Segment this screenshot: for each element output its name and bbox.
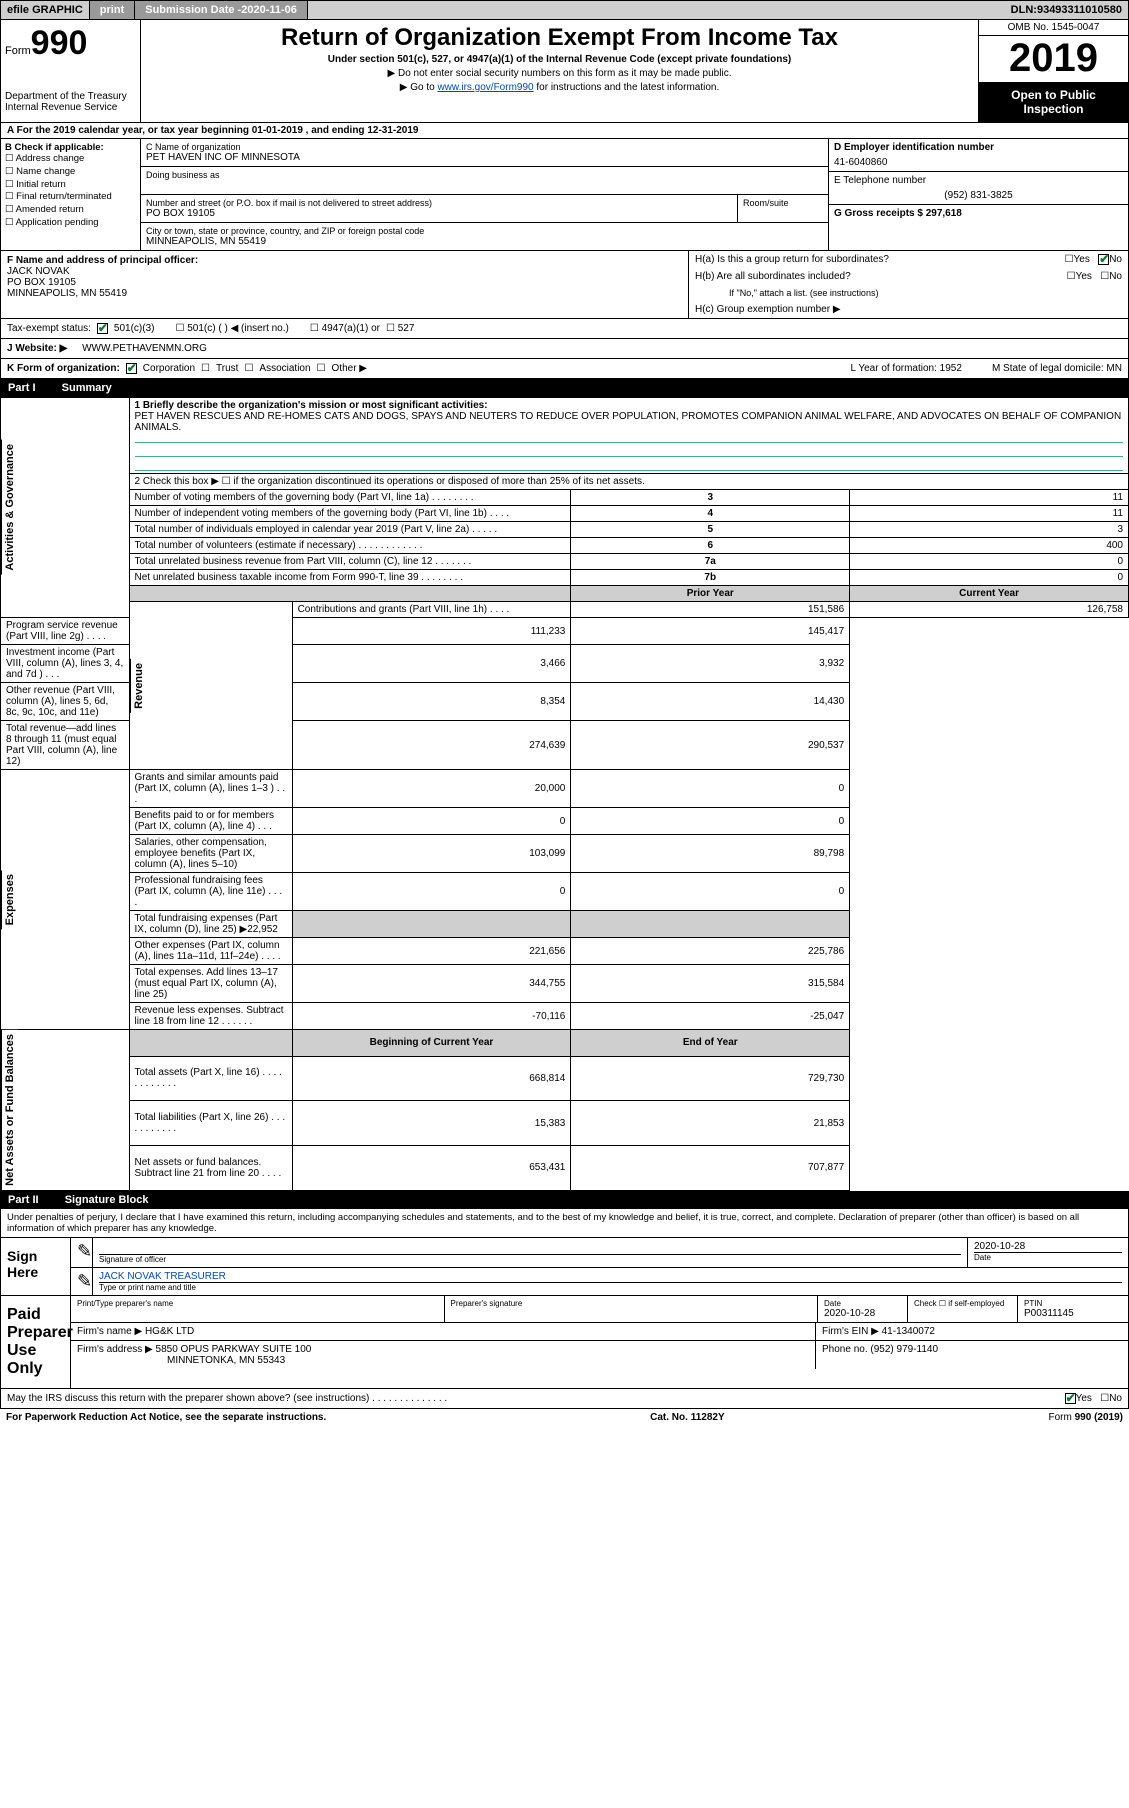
room-label: Room/suite	[743, 198, 823, 208]
website-row: J Website: ▶ WWW.PETHAVENMN.ORG	[0, 339, 1129, 359]
sign-here-label: Sign Here	[1, 1238, 71, 1295]
exp-row: Other expenses (Part IX, column (A), lin…	[1, 938, 1129, 965]
box-h: H(a) Is this a group return for subordin…	[688, 251, 1128, 318]
side-governance: Activities & Governance	[1, 440, 18, 575]
officer-block: F Name and address of principal officer:…	[0, 251, 1129, 319]
hb-no-check	[1098, 254, 1109, 265]
exp-row: Revenue less expenses. Subtract line 18 …	[1, 1003, 1129, 1030]
sign-here-block: Sign Here ✎ Signature of officer 2020-10…	[0, 1238, 1129, 1296]
omb-number: OMB No. 1545-0047	[979, 20, 1128, 36]
chk-initial-return[interactable]: ☐ Initial return	[5, 179, 136, 192]
part2-header: Part II Signature Block	[0, 1191, 1129, 1209]
dln-label: DLN: 93493311010580	[1005, 1, 1128, 19]
korg-row: K Form of organization: Corporation ☐ Tr…	[0, 359, 1129, 379]
paid-preparer-label: Paid Preparer Use Only	[1, 1296, 71, 1388]
dba-label: Doing business as	[146, 170, 823, 180]
website-value: WWW.PETHAVENMN.ORG	[82, 343, 207, 354]
box-b: B Check if applicable: ☐ Address change …	[1, 139, 141, 250]
box-c: C Name of organization PET HAVEN INC OF …	[141, 139, 828, 250]
dept-label: Department of the Treasury Internal Reve…	[5, 91, 136, 113]
note-ssn: ▶ Do not enter social security numbers o…	[149, 68, 970, 79]
efile-label: efile GRAPHIC	[1, 1, 90, 19]
part1-header: Part I Summary	[0, 379, 1129, 397]
chk-final-return[interactable]: ☐ Final return/terminated	[5, 191, 136, 204]
side-expenses: Expenses	[1, 870, 18, 929]
pen-icon: ✎	[71, 1238, 93, 1267]
header-right: OMB No. 1545-0047 2019 Open to Public In…	[978, 20, 1128, 122]
tax-status-row: Tax-exempt status: 501(c)(3) ☐ 501(c) ( …	[0, 319, 1129, 339]
year-formation: L Year of formation: 1952	[851, 363, 962, 374]
chk-amended[interactable]: ☐ Amended return	[5, 204, 136, 217]
gross-label: G Gross receipts $ 297,618	[834, 208, 962, 219]
side-netassets: Net Assets or Fund Balances	[1, 1030, 18, 1190]
gov-row: Total number of volunteers (estimate if …	[1, 538, 1129, 554]
page-footer: For Paperwork Reduction Act Notice, see …	[0, 1409, 1129, 1426]
ein-label: D Employer identification number	[834, 142, 994, 153]
tax-year: 2019	[979, 36, 1128, 82]
addr-label: Number and street (or P.O. box if mail i…	[146, 198, 732, 208]
form-subtitle: Under section 501(c), 527, or 4947(a)(1)…	[149, 54, 970, 65]
summary-table: Activities & Governance 1 Briefly descri…	[0, 397, 1129, 1191]
tax-period: A For the 2019 calendar year, or tax yea…	[0, 123, 1129, 139]
chk-name-change[interactable]: ☐ Name change	[5, 166, 136, 179]
phone-label: E Telephone number	[834, 175, 1123, 186]
net-row: Total liabilities (Part X, line 26) . . …	[1, 1101, 1129, 1146]
topbar: efile GRAPHIC print Submission Date - 20…	[0, 0, 1129, 20]
form-number: Form990	[5, 24, 136, 63]
org-name-label: C Name of organization	[146, 142, 823, 152]
ein-value: 41-6040860	[834, 157, 1123, 168]
mission-text: PET HAVEN RESCUES AND RE-HOMES CATS AND …	[135, 411, 1122, 433]
exp-row: Benefits paid to or for members (Part IX…	[1, 808, 1129, 835]
submission-date-button[interactable]: Submission Date - 2020-11-06	[135, 1, 308, 19]
chk-corp[interactable]	[126, 363, 137, 374]
discuss-row: May the IRS discuss this return with the…	[0, 1389, 1129, 1409]
discuss-yes-check[interactable]	[1065, 1393, 1076, 1404]
chk-address-change[interactable]: ☐ Address change	[5, 153, 136, 166]
net-row: Total assets (Part X, line 16) . . . . .…	[1, 1056, 1129, 1101]
side-revenue: Revenue	[130, 659, 147, 713]
officer-name-link[interactable]: JACK NOVAK TREASURER	[99, 1271, 226, 1282]
gov-row: Total unrelated business revenue from Pa…	[1, 554, 1129, 570]
open-inspection: Open to Public Inspection	[979, 82, 1128, 122]
header-left: Form990 Department of the Treasury Inter…	[1, 20, 141, 122]
form-title: Return of Organization Exempt From Incom…	[149, 24, 970, 52]
exp-row: Salaries, other compensation, employee b…	[1, 835, 1129, 873]
exp-row: Total expenses. Add lines 13–17 (must eq…	[1, 965, 1129, 1003]
print-button[interactable]: print	[90, 1, 135, 19]
irs-link[interactable]: www.irs.gov/Form990	[437, 82, 533, 93]
box-right: D Employer identification number 41-6040…	[828, 139, 1128, 250]
chk-app-pending[interactable]: ☐ Application pending	[5, 217, 136, 230]
pen-icon: ✎	[71, 1268, 93, 1295]
note-link: ▶ Go to www.irs.gov/Form990 for instruct…	[149, 82, 970, 93]
header-mid: Return of Organization Exempt From Incom…	[141, 20, 978, 122]
state-domicile: M State of legal domicile: MN	[992, 363, 1122, 374]
net-row: Net assets or fund balances. Subtract li…	[1, 1146, 1129, 1191]
exp-row: Total fundraising expenses (Part IX, col…	[1, 911, 1129, 938]
city-label: City or town, state or province, country…	[146, 226, 823, 236]
gov-row: Net unrelated business taxable income fr…	[1, 570, 1129, 586]
phone-value: (952) 831-3825	[834, 190, 1123, 201]
box-f: F Name and address of principal officer:…	[1, 251, 688, 318]
org-city: MINNEAPOLIS, MN 55419	[146, 236, 823, 247]
penalty-text: Under penalties of perjury, I declare th…	[0, 1209, 1129, 1238]
gov-row: Number of voting members of the governin…	[1, 490, 1129, 506]
chk-501c3[interactable]	[97, 323, 108, 334]
exp-row: Professional fundraising fees (Part IX, …	[1, 873, 1129, 911]
gov-row: Total number of individuals employed in …	[1, 522, 1129, 538]
form-header: Form990 Department of the Treasury Inter…	[0, 20, 1129, 123]
org-address: PO BOX 19105	[146, 208, 732, 219]
entity-block: B Check if applicable: ☐ Address change …	[0, 139, 1129, 251]
gov-row: Number of independent voting members of …	[1, 506, 1129, 522]
org-name: PET HAVEN INC OF MINNESOTA	[146, 152, 823, 163]
paid-preparer-block: Paid Preparer Use Only Print/Type prepar…	[0, 1296, 1129, 1389]
